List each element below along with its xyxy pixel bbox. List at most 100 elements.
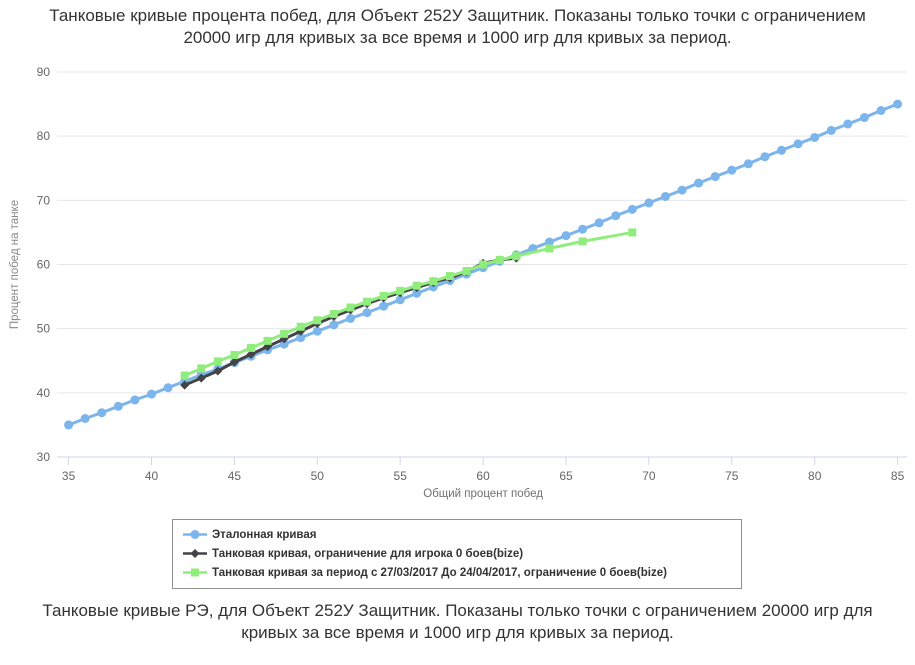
data-point-circle <box>710 172 720 182</box>
data-point-circle <box>594 218 604 228</box>
x-tick-label: 85 <box>891 469 905 483</box>
data-point-square <box>180 371 189 380</box>
data-point-circle <box>578 224 588 234</box>
data-point-square <box>495 256 504 265</box>
data-point-circle <box>80 414 90 423</box>
data-point-circle <box>793 139 803 149</box>
data-point-circle <box>379 301 389 311</box>
data-point-square <box>213 357 222 366</box>
chart-title-top: Танковые кривые процента побед, для Объе… <box>49 6 866 48</box>
data-point-diamond <box>213 366 223 376</box>
data-point-circle <box>760 152 770 162</box>
data-point-circle <box>279 339 289 349</box>
y-tick-label: 70 <box>37 193 51 207</box>
data-point-circle <box>876 106 886 115</box>
data-point-square <box>296 322 305 331</box>
x-tick-label: 75 <box>725 469 739 483</box>
winrate-line-chart: 30 40 50 60 70 80 90 35 40 45 50 55 60 65 70 75 80 85 Общи… <box>9 65 907 500</box>
data-point-circle <box>113 401 123 411</box>
y-tick-label: 50 <box>37 322 51 336</box>
data-point-square <box>396 286 405 295</box>
data-point-circle <box>611 211 621 221</box>
data-point-circle <box>163 383 173 393</box>
data-point-square <box>578 237 587 246</box>
x-tick-label: 80 <box>808 469 822 483</box>
data-point-diamond <box>180 380 190 390</box>
data-point-circle <box>727 165 737 175</box>
data-point-circle <box>147 389 156 399</box>
legend-item-0[interactable]: Эталонная кривая <box>183 525 733 544</box>
data-point-square <box>545 244 554 253</box>
x-tick-label: 70 <box>642 469 656 483</box>
x-tick-label: 45 <box>228 469 242 483</box>
data-point-circle <box>329 320 339 330</box>
data-point-circle <box>859 113 869 123</box>
data-point-circle <box>345 313 355 323</box>
legend-item-2[interactable]: Танковая кривая за период с 27/03/2017 Д… <box>183 563 733 582</box>
data-point-circle <box>843 119 853 129</box>
data-point-circle <box>362 308 372 318</box>
data-point-square <box>197 364 206 373</box>
data-point-square <box>429 277 438 286</box>
y-tick-label: 60 <box>37 258 51 272</box>
x-tick-label: 60 <box>476 469 490 483</box>
data-point-square <box>246 343 255 352</box>
data-point-circle <box>64 420 74 430</box>
legend-item-1[interactable]: Танковая кривая, ограничение для игрока … <box>183 544 733 563</box>
data-point-diamond <box>246 349 256 359</box>
legend-item-label: Эталонная кривая <box>212 528 317 541</box>
data-point-circle <box>694 178 704 188</box>
data-point-square <box>628 228 637 237</box>
data-point-square <box>230 350 239 359</box>
data-point-circle <box>677 185 687 195</box>
chart-title-bottom: Танковые кривые РЭ, для Объект 252У Защи… <box>42 601 873 643</box>
data-point-circle <box>627 204 637 214</box>
y-tick-label: 30 <box>37 450 51 464</box>
diamond-marker-icon <box>183 549 207 558</box>
data-point-square <box>512 252 521 261</box>
chart-legend: Эталонная кривая Танковая кривая, огранич… <box>172 519 742 589</box>
data-point-circle <box>743 159 753 169</box>
x-axis-title: Общий процент побед <box>423 488 543 500</box>
data-point-circle <box>395 295 405 305</box>
x-tick-label: 35 <box>62 469 76 483</box>
data-point-circle <box>544 237 554 247</box>
data-point-circle <box>561 231 571 241</box>
y-tick-label: 90 <box>37 65 51 79</box>
data-point-square <box>346 303 355 312</box>
data-point-circle <box>296 333 306 343</box>
legend-item-label: Танковая кривая за период с 27/03/2017 Д… <box>212 566 667 579</box>
data-point-circle <box>644 198 654 208</box>
data-point-circle <box>826 125 836 135</box>
data-point-square <box>313 316 322 325</box>
data-point-diamond <box>229 357 239 367</box>
legend-item-label: Танковая кривая, ограничение для игрока … <box>212 547 524 560</box>
data-point-square <box>445 272 454 281</box>
x-tick-label: 65 <box>559 469 573 483</box>
data-point-square <box>263 336 272 345</box>
x-tick-label: 55 <box>394 469 408 483</box>
data-point-square <box>280 329 289 338</box>
data-point-square <box>479 260 488 269</box>
data-point-square <box>412 281 421 290</box>
data-point-circle <box>130 395 140 405</box>
square-marker-icon <box>183 568 207 577</box>
x-tick-label: 50 <box>311 469 325 483</box>
data-point-circle <box>412 288 422 298</box>
data-point-square <box>329 309 338 318</box>
data-point-diamond <box>196 373 206 383</box>
data-point-circle <box>97 408 107 418</box>
y-tick-label: 80 <box>37 129 51 143</box>
data-point-square <box>363 297 372 306</box>
data-point-square <box>379 291 388 300</box>
data-point-circle <box>810 132 820 142</box>
data-point-circle <box>893 99 903 109</box>
data-point-circle <box>312 326 322 336</box>
circle-marker-icon <box>183 530 207 539</box>
x-tick-label: 40 <box>145 469 159 483</box>
data-point-circle <box>660 191 670 201</box>
y-tick-label: 40 <box>37 386 51 400</box>
data-point-square <box>462 266 471 275</box>
y-axis-title: Процент побед на танке <box>9 200 21 329</box>
data-point-circle <box>777 145 787 155</box>
